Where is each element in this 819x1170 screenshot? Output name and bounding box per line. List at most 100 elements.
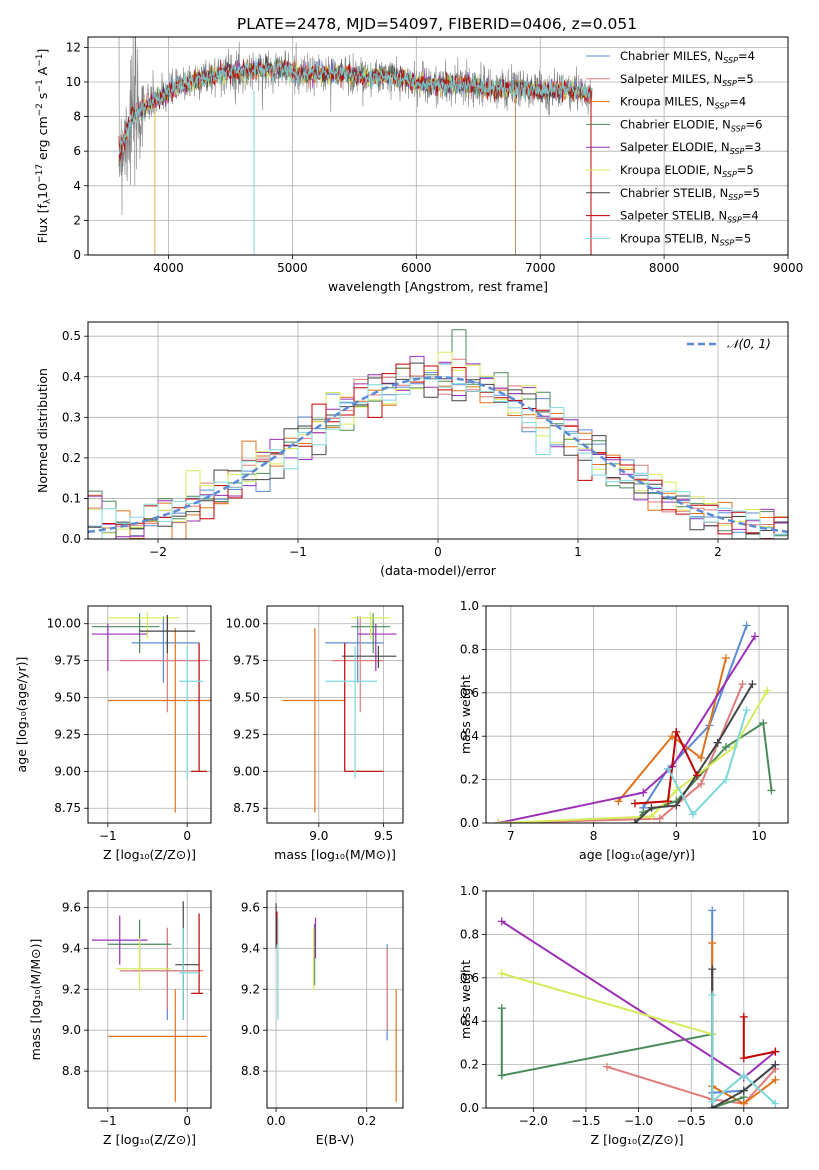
plot-area	[118, 37, 593, 255]
y-tick-label: 9.00	[233, 764, 260, 778]
y-tick-label: 9.4	[62, 941, 81, 955]
y-tick-label: 0.5	[62, 329, 81, 343]
observed-spectrum	[118, 37, 593, 216]
x-tick-label: 4000	[153, 261, 184, 275]
y-tick-label: 0.0	[62, 532, 81, 546]
x-tick-label: 5000	[277, 261, 308, 275]
weight-marker	[742, 706, 751, 715]
panel-mass_ebv: 0.0 0.2 8.8 9.0 9.2 9.4 9.6 E(B-V)	[241, 890, 404, 1147]
weight-marker	[672, 801, 681, 810]
y-tick-label: 0.3	[62, 410, 81, 424]
weight-marker	[759, 719, 768, 728]
normal-curve	[88, 375, 788, 534]
weight-marker	[750, 632, 759, 641]
x-tick-label: −2.0	[519, 1114, 548, 1128]
y-tick-label: 10.00	[47, 617, 81, 631]
weight-marker	[697, 779, 706, 788]
y-tick-label: 9.50	[54, 691, 81, 705]
legend: Chabrier MILES, NSSP=4 Salpeter MILES, NS…	[586, 49, 762, 247]
y-tick-label: 0.8	[460, 642, 479, 656]
weight-marker	[771, 1060, 780, 1069]
y-tick-label: 10	[66, 75, 81, 89]
panel-mass_Z: −1 0 8.8 9.0 9.2 9.4 9.6 Z [log₁₀(Z/Z⊙)] mass [l…	[28, 890, 212, 1147]
weight-marker	[708, 939, 717, 948]
model-spectrum	[118, 57, 591, 155]
plot-area	[494, 621, 776, 823]
weight-marker	[739, 1071, 748, 1080]
weight-series	[500, 1008, 745, 1108]
y-tick-label: 0.0	[460, 816, 479, 830]
panel-weight_age: 7 8 9 10 0.0 0.2 0.4 0.6 0.8 1.0 age [log₁₀(age/yr…	[458, 599, 789, 862]
y-tick-label: 0.4	[460, 1014, 479, 1028]
weight-marker	[771, 1075, 780, 1084]
x-tick-label: 0.2	[357, 1114, 376, 1128]
y-tick-label: 9.25	[233, 727, 260, 741]
legend-entry: Salpeter ELODIE, NSSP=3	[620, 140, 761, 156]
legend-entry: Chabrier MILES, NSSP=4	[620, 49, 755, 65]
y-tick-label: 9.25	[54, 727, 81, 741]
weight-series	[498, 683, 744, 823]
y-tick-label: 9.0	[241, 1023, 260, 1037]
weight-marker	[497, 1004, 506, 1013]
weight-marker	[494, 819, 503, 823]
y-tick-label: 1.0	[460, 599, 479, 613]
weight-marker	[708, 991, 717, 1000]
x-tick-label: 0.0	[734, 1114, 753, 1128]
weight-marker	[688, 810, 697, 819]
legend-entry: 𝒩(0, 1)	[727, 337, 771, 351]
plot-area	[91, 901, 208, 1102]
y-axis-label: age [log₁₀(age/yr)]	[14, 657, 29, 773]
weight-marker	[497, 969, 506, 978]
legend-entry: Kroupa MILES, NSSP=4	[620, 95, 746, 111]
y-tick-label: 8	[73, 110, 81, 124]
legend-entry: Salpeter STELIB, NSSP=4	[620, 209, 759, 225]
y-tick-label: 8.75	[233, 801, 260, 815]
y-tick-label: 9.75	[233, 654, 260, 668]
x-axis-label: Z [log₁₀(Z/Z⊙)]	[591, 1132, 684, 1147]
x-tick-label: 8000	[649, 261, 680, 275]
x-tick-label: −1	[289, 545, 307, 559]
x-tick-label: 1	[574, 545, 582, 559]
x-tick-label: 7	[507, 829, 515, 843]
x-tick-label: −1.5	[571, 1114, 600, 1128]
panel-age_mass: 9.0 9.5 8.75 9.00 9.25 9.50 9.75 10.00 mass [log…	[226, 605, 404, 862]
weight-marker	[497, 917, 506, 926]
plot-area	[91, 611, 211, 813]
weight-marker	[771, 1099, 780, 1108]
y-tick-label: 0.4	[460, 729, 479, 743]
weight-marker	[603, 1062, 612, 1071]
x-tick-label: 0	[183, 1114, 191, 1128]
weight-marker	[697, 753, 706, 762]
x-axis-label: E(B-V)	[316, 1132, 355, 1147]
y-tick-label: 9.4	[241, 941, 260, 955]
x-axis-label: mass [log₁₀(M/M⊙)]	[274, 847, 396, 862]
weight-marker	[664, 797, 673, 806]
x-tick-label: 9.0	[309, 829, 328, 843]
y-tick-label: 9.00	[54, 764, 81, 778]
y-axis-label: Flux [fλ10−17 erg cm−2 s−1 A−1]	[35, 49, 53, 244]
y-tick-label: 10.00	[226, 617, 260, 631]
weight-marker	[771, 1047, 780, 1056]
legend-entry: Kroupa STELIB, NSSP=5	[620, 231, 751, 247]
y-tick-label: 9.2	[62, 982, 81, 996]
weight-marker	[672, 727, 681, 736]
y-tick-label: 0.6	[460, 686, 479, 700]
y-tick-label: 4	[73, 179, 81, 193]
y-tick-label: 0.8	[460, 927, 479, 941]
plot-area	[88, 329, 788, 539]
weight-marker	[713, 738, 722, 747]
weight-marker	[647, 812, 656, 821]
weight-marker	[738, 680, 747, 689]
y-tick-label: 9.50	[233, 691, 260, 705]
panel-residuals: −2 −1 0 1 2 0.0 0.1 0.2 0.3 0.4 0.5 (data-model)/er…	[35, 321, 789, 578]
y-tick-label: 0.2	[460, 1058, 479, 1072]
weight-marker	[630, 799, 639, 808]
x-tick-label: 0	[183, 829, 191, 843]
y-axis-label: Normed distribution	[35, 368, 50, 493]
x-tick-label: −2	[149, 545, 167, 559]
y-tick-label: 0	[73, 248, 81, 262]
weight-series	[711, 995, 777, 1105]
weight-marker	[655, 814, 664, 823]
y-tick-label: 9.6	[241, 900, 260, 914]
